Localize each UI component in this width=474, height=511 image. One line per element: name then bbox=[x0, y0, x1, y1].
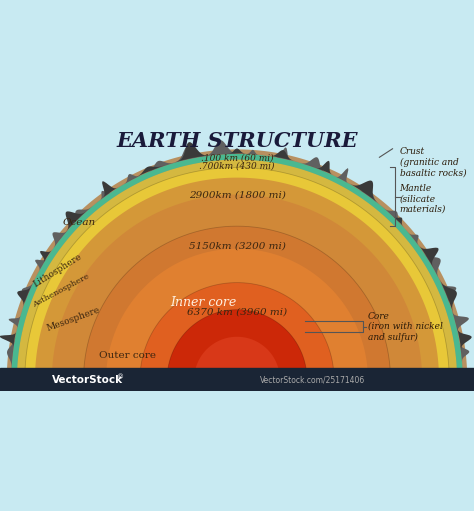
Text: VectorStock.com/25171406: VectorStock.com/25171406 bbox=[260, 375, 365, 384]
Polygon shape bbox=[17, 159, 457, 380]
Polygon shape bbox=[7, 149, 467, 380]
Text: 5150km (3200 mi): 5150km (3200 mi) bbox=[189, 242, 285, 251]
Polygon shape bbox=[35, 178, 439, 380]
Polygon shape bbox=[140, 283, 334, 380]
Polygon shape bbox=[194, 337, 280, 380]
Text: Lithosphere: Lithosphere bbox=[31, 252, 83, 289]
Text: Asthenosphere: Asthenosphere bbox=[31, 272, 91, 309]
Polygon shape bbox=[25, 168, 449, 380]
Text: VectorStock: VectorStock bbox=[52, 375, 123, 385]
Text: Crust
(granitic and
basaltic rocks): Crust (granitic and basaltic rocks) bbox=[400, 147, 466, 177]
Text: Mesosphere: Mesosphere bbox=[46, 306, 101, 333]
Text: .100 km (60 mi): .100 km (60 mi) bbox=[201, 153, 273, 162]
Polygon shape bbox=[0, 142, 472, 357]
Polygon shape bbox=[12, 155, 462, 380]
Text: Outer core: Outer core bbox=[99, 351, 156, 360]
Text: ®: ® bbox=[118, 375, 125, 380]
Text: .700km (430 mi): .700km (430 mi) bbox=[199, 161, 275, 170]
Polygon shape bbox=[106, 249, 368, 380]
Text: Mantle
(silicate
materials): Mantle (silicate materials) bbox=[400, 184, 446, 214]
Text: Core
(iron with nickel
and sulfur): Core (iron with nickel and sulfur) bbox=[368, 312, 443, 341]
Text: EARTH STRUCTURE: EARTH STRUCTURE bbox=[116, 131, 358, 151]
Text: Ocean: Ocean bbox=[63, 218, 96, 227]
Polygon shape bbox=[11, 154, 463, 371]
Text: Inner core: Inner core bbox=[170, 296, 236, 309]
Polygon shape bbox=[167, 310, 307, 380]
Polygon shape bbox=[52, 195, 422, 380]
Polygon shape bbox=[7, 140, 469, 370]
Text: 2900km (1800 mi): 2900km (1800 mi) bbox=[189, 190, 285, 199]
Text: 6370 km (3960 mi): 6370 km (3960 mi) bbox=[187, 308, 287, 316]
Bar bbox=[0, 368, 474, 391]
Polygon shape bbox=[83, 226, 391, 380]
